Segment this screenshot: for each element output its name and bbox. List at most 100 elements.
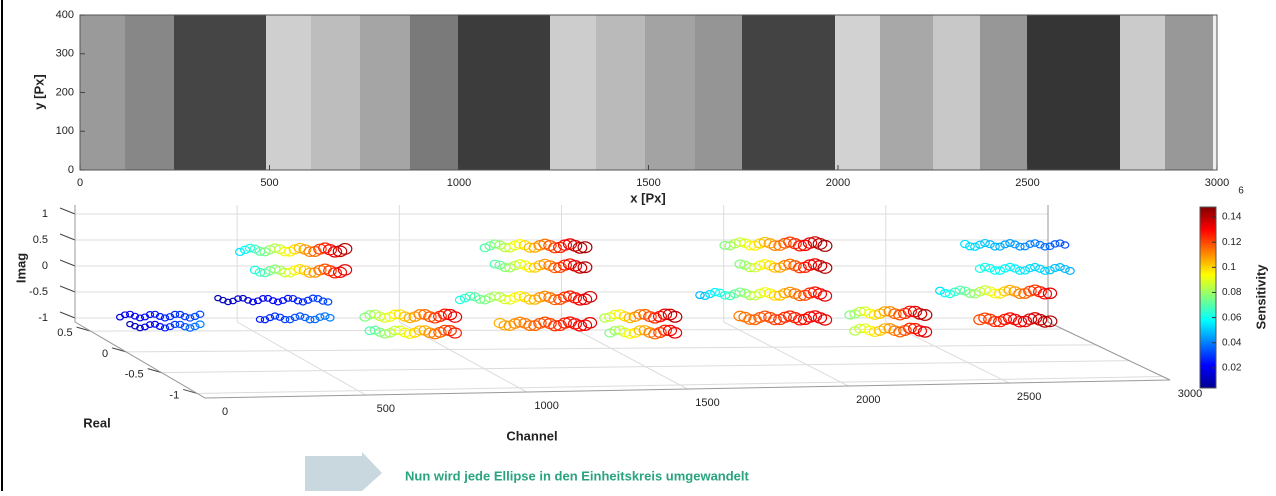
ellipse-glyph [1061,242,1069,248]
stripe [596,15,645,170]
x-tick-label: 0 [222,406,228,418]
ellipse-glyph [1066,268,1074,275]
z-tick [60,312,75,318]
x-tick-label: 3000 [1205,177,1229,189]
z-axis-label: Imag [13,253,28,283]
grid-line [237,322,366,395]
y-tick-label: -0.5 [125,369,144,381]
colorbar-tick-label: 0.1 [1222,262,1236,273]
y-tick-label: 200 [56,86,74,98]
x-tick-label: 2500 [1015,177,1039,189]
stripe [311,15,360,170]
stripe [360,15,410,170]
x-tick-label: 0 [77,177,83,189]
colorbar-tick-label: 0.08 [1222,287,1242,298]
y-tick-label: 300 [56,48,74,60]
grid-line [399,322,526,392]
stripe [695,15,742,170]
x-tick-label: 2000 [856,394,880,406]
x-tick-label: 2000 [826,177,850,189]
ellipse-glyph [1031,264,1040,271]
ellipse-glyph [1001,241,1009,248]
ellipse-glyph [1006,263,1015,270]
z-tick-label: -1 [38,312,48,324]
z-tick-label: -0.5 [29,286,48,298]
x-tick-label: 3000 [1178,388,1202,400]
z-tick [60,260,75,266]
y-tick [112,348,126,352]
y-tick-label: 100 [56,125,74,137]
figure: x [Px] y [Px] Imag Real Channel 6 Sensit… [0,0,1276,491]
caption: Nun wird jede Ellipse in den Einheitskre… [405,468,750,483]
stripe [80,15,125,170]
ellipse-glyph [996,243,1004,250]
stripe [550,15,596,170]
ellipse-glyph [654,311,667,321]
page: {"chart_data": [ {"type": "image", "xlab… [0,0,1276,496]
ellipse-glyph [1011,241,1019,248]
annotation: 6 [1238,186,1244,197]
ellipse-glyph [1056,264,1064,271]
colorbar-label: Sensitivity [1253,264,1268,330]
arrow [305,452,382,491]
ellipse-glyph [1046,267,1055,274]
z-tick-label: 0.5 [33,234,48,246]
x-tick-label: 500 [377,403,395,415]
ellipse-glyph [961,240,970,247]
real-axis-label: Real [83,415,110,430]
ellipse-glyph [1036,242,1044,248]
ellipse-glyph [1061,266,1069,273]
y-tick [148,369,162,373]
stripe [1165,15,1213,170]
x-tick-label: 500 [260,177,278,189]
channel-axis-label: Channel [506,428,557,443]
y-tick [77,327,91,331]
y-axis-label: y [Px] [31,74,46,109]
colorbar-tick-label: 0.12 [1222,237,1242,248]
y-tick-label: 400 [56,9,74,21]
ellipse-glyph [986,241,995,248]
stripe [880,15,933,170]
x-tick-label: 1500 [695,397,719,409]
stripe [1213,15,1217,170]
ellipse-glyph [1056,240,1064,246]
ellipse-glyph [186,325,194,331]
stripe [1027,15,1120,170]
ellipse-glyph [818,315,831,325]
y-tick-label: -1 [169,389,179,401]
stripe [410,15,458,170]
stripe [933,15,980,170]
image-stripes [80,15,1217,170]
ellipse-glyph [1031,240,1039,246]
stripe [742,15,835,170]
colorbar-tick-label: 0.04 [1222,337,1242,348]
colorbar-tick-label: 0.06 [1222,312,1242,323]
x-tick-label: 1500 [636,177,660,189]
stripe [980,15,1027,170]
x-axis-label: x [Px] [630,190,665,205]
ellipse-glyph [1006,240,1014,247]
z-tick-label: 0 [42,260,48,272]
stripe [645,15,695,170]
y-tick [183,389,197,393]
y-tick-label: 0.5 [57,327,72,339]
z-tick [60,208,75,214]
grid-line [724,322,849,386]
ellipse-glyph [191,323,199,329]
y-tick-label: 0 [102,348,108,360]
ellipse-glyph [976,241,985,248]
x-tick-label: 2500 [1017,391,1041,403]
y-tick-label: 0 [68,164,74,176]
ellipse-glyph [324,299,332,305]
colorbar-tick-label: 0.14 [1222,212,1242,223]
z-tick-label: 1 [42,208,48,220]
stripe [125,15,174,170]
x-tick-label: 1000 [534,400,558,412]
stripe [835,15,880,170]
stripe [174,15,266,170]
colorbar-tick-label: 0.02 [1222,363,1242,374]
stripe [458,15,550,170]
ellipse-glyph [701,292,710,299]
grid-line [126,345,1096,352]
stripe [1120,15,1165,170]
